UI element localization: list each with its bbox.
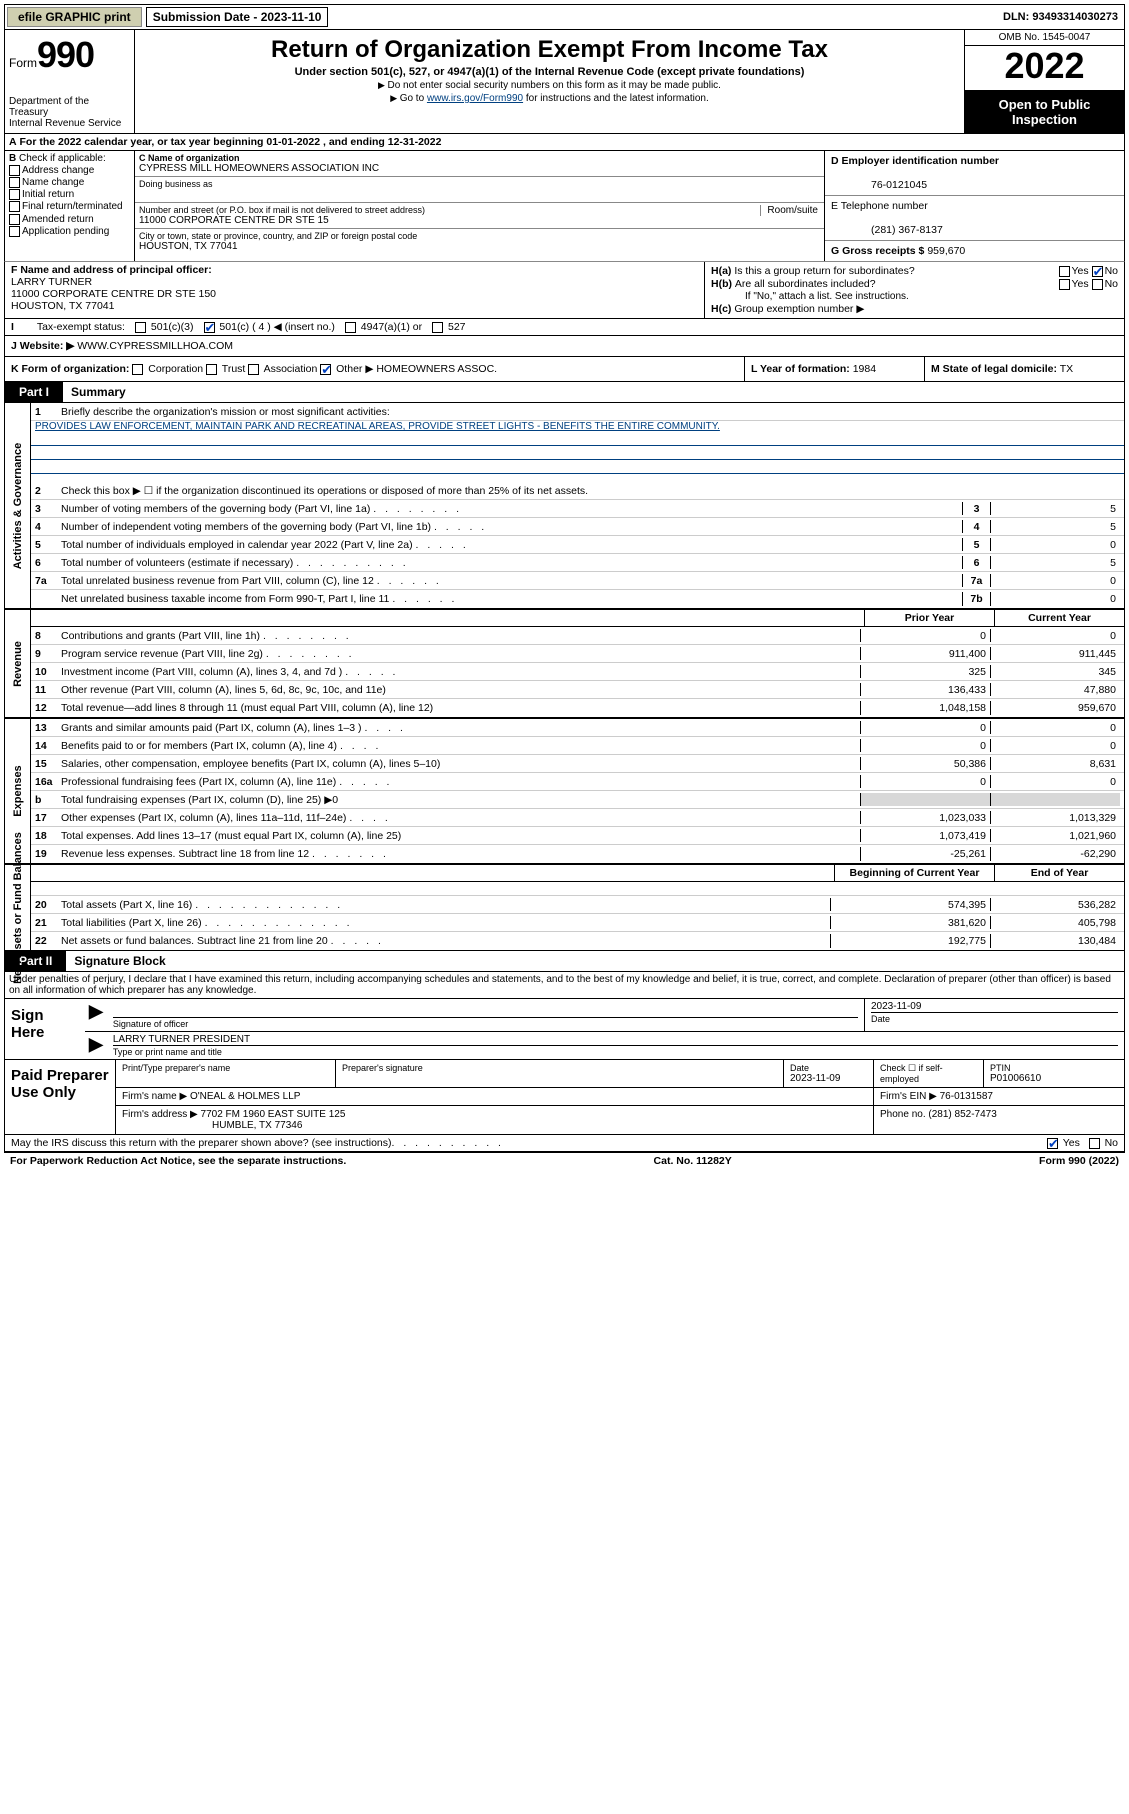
open-inspection: Open to Public Inspection [965, 91, 1124, 133]
row-i: I Tax-exempt status: 501(c)(3) 501(c) ( … [4, 319, 1125, 336]
section-governance: Activities & Governance 1Briefly describ… [4, 403, 1125, 608]
officer-name: LARRY TURNER PRESIDENT [113, 1034, 1118, 1045]
form-header: Form990 Department of the Treasury Inter… [4, 30, 1125, 134]
row-k: K Form of organization: Corporation Trus… [5, 357, 744, 381]
note-ssn: Do not enter social security numbers on … [139, 80, 960, 91]
box-g: G Gross receipts $ 959,670 [825, 241, 1124, 261]
dln: DLN: 93493314030273 [1003, 11, 1122, 23]
box-h: H(a) Is this a group return for subordin… [704, 262, 1124, 318]
irs-label: Internal Revenue Service [9, 118, 130, 129]
box-d: D Employer identification number 76-0121… [825, 151, 1124, 196]
irs-link[interactable]: www.irs.gov/Form990 [427, 93, 523, 104]
row-m: M State of legal domicile: TX [924, 357, 1124, 381]
footer: For Paperwork Reduction Act Notice, see … [4, 1152, 1125, 1169]
ein: 76-0121045 [831, 179, 927, 191]
row-j: J Website: ▶ WWW.CYPRESSMILLHOA.COM [4, 336, 1125, 357]
org-name: CYPRESS MILL HOMEOWNERS ASSOCIATION INC [139, 163, 820, 174]
box-b: B Check if applicable: Address change Na… [5, 151, 135, 261]
mission-text: PROVIDES LAW ENFORCEMENT, MAINTAIN PARK … [31, 421, 1124, 432]
form-number: Form990 [9, 34, 130, 76]
sign-date: 2023-11-09 [871, 1001, 1118, 1012]
gross-receipts: 959,670 [927, 245, 965, 257]
signature-intro: Under penalties of perjury, I declare th… [4, 972, 1125, 999]
efile-button[interactable]: efile GRAPHIC print [7, 7, 142, 27]
ptin: P01006610 [990, 1073, 1118, 1084]
sign-here-block: Sign Here ▶ Signature of officer 2023-11… [4, 999, 1125, 1060]
box-e: E Telephone number (281) 367-8137 [825, 196, 1124, 241]
firm-phone: (281) 852-7473 [928, 1109, 996, 1120]
line-a: A For the 2022 calendar year, or tax yea… [4, 134, 1125, 151]
website: WWW.CYPRESSMILLHOA.COM [77, 340, 233, 352]
firm-ein: 76-0131587 [940, 1091, 993, 1102]
row-l: L Year of formation: 1984 [744, 357, 924, 381]
part-i-header: Part I Summary [4, 382, 1125, 403]
section-revenue: Revenue Prior YearCurrent Year 8Contribu… [4, 608, 1125, 717]
irs-discuss-row: May the IRS discuss this return with the… [4, 1135, 1125, 1152]
form-subtitle: Under section 501(c), 527, or 4947(a)(1)… [139, 66, 960, 78]
box-c: C Name of organization CYPRESS MILL HOME… [135, 151, 824, 261]
section-expenses: Expenses 13Grants and similar amounts pa… [4, 717, 1125, 863]
top-bar: efile GRAPHIC print Submission Date - 20… [4, 4, 1125, 30]
paid-preparer-block: Paid Preparer Use Only Print/Type prepar… [4, 1060, 1125, 1135]
firm-name: O'NEAL & HOLMES LLP [190, 1091, 300, 1102]
submission-date: Submission Date - 2023-11-10 [146, 7, 329, 27]
box-f: F Name and address of principal officer:… [5, 262, 704, 318]
org-address: 11000 CORPORATE CENTRE DR STE 15 [139, 215, 820, 226]
section-netassets: Net Assets or Fund Balances Beginning of… [4, 863, 1125, 951]
dept-label: Department of the Treasury [9, 96, 130, 118]
org-city: HOUSTON, TX 77041 [139, 241, 820, 252]
form-title: Return of Organization Exempt From Incom… [139, 36, 960, 64]
part-ii-header: Part II Signature Block [4, 951, 1125, 972]
telephone: (281) 367-8137 [831, 224, 943, 236]
note-link: Go to www.irs.gov/Form990 for instructio… [139, 93, 960, 104]
omb-number: OMB No. 1545-0047 [965, 30, 1124, 46]
tax-year: 2022 [965, 46, 1124, 91]
